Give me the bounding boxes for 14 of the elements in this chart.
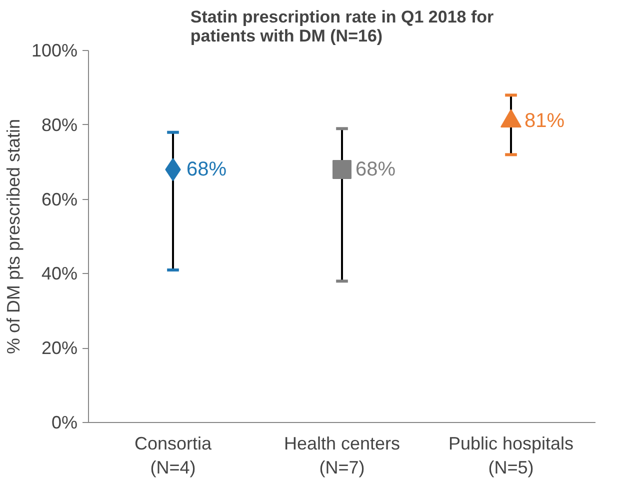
y-tick-label: 60%	[41, 189, 78, 210]
data-label: 81%	[524, 110, 565, 132]
y-axis-title: % of DM pts prescribed statin	[3, 118, 24, 354]
y-tick-label: 0%	[51, 412, 78, 432]
y-tick-label: 80%	[41, 114, 78, 135]
data-label: 68%	[356, 158, 396, 181]
chart-title: Statin prescription rate in Q1 2018 for patients with DM (N=16)	[190, 8, 494, 46]
y-tick-label: 40%	[41, 264, 78, 284]
y-tick-label: 20%	[41, 338, 78, 358]
x-tick-label: Public hospitals (N=5)	[448, 434, 574, 478]
data-label: 68%	[186, 158, 227, 181]
y-tick-label: 100%	[31, 40, 78, 60]
x-tick-label: Consortia (N=4)	[134, 434, 213, 478]
x-tick-label: Health centers (N=7)	[284, 434, 400, 478]
